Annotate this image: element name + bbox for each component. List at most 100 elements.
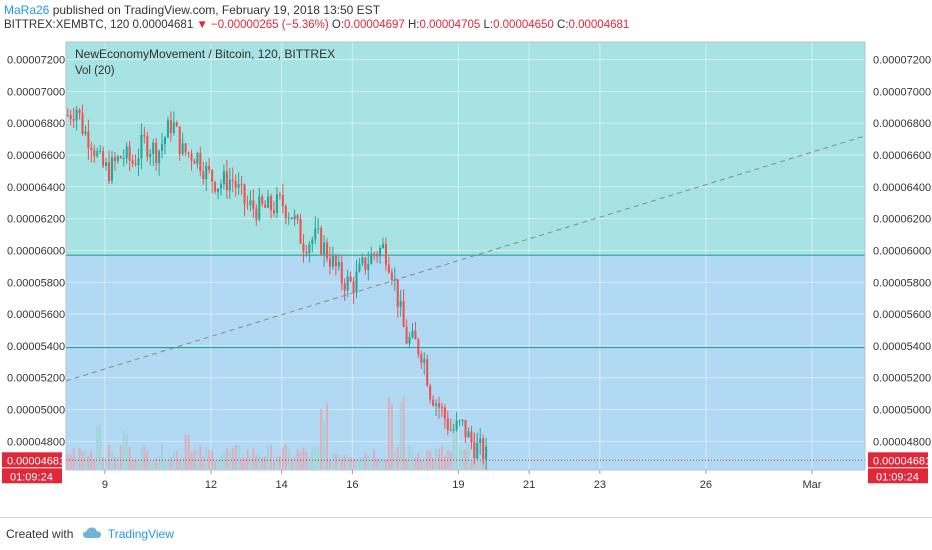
volume-bar <box>320 408 323 469</box>
y-tick-right-7: 0.00006200 <box>873 214 931 226</box>
candle-body <box>178 126 181 155</box>
volume-bar <box>208 450 211 469</box>
volume-bar <box>72 447 75 469</box>
candle-body <box>325 242 329 259</box>
symbol-label: BITTREX:XEMBTC, 120 <box>4 19 130 31</box>
volume-bar <box>175 450 178 469</box>
candle-body <box>131 160 134 164</box>
candle-body <box>155 142 158 164</box>
volume-bar <box>281 447 284 469</box>
candle-body <box>464 419 467 438</box>
candle-body <box>358 263 361 272</box>
candle-body <box>264 204 267 208</box>
candle-body <box>373 253 376 255</box>
open-value: 0.00004697 <box>344 19 405 31</box>
volume-bar <box>93 459 96 469</box>
candle-body <box>446 418 449 430</box>
candle-body <box>314 228 317 240</box>
candle-body <box>72 119 75 121</box>
volume-bar <box>440 446 443 469</box>
x-tick-label-7: 26 <box>700 479 712 491</box>
y-axis-right[interactable]: 0.00004800 0.00005000 0.00005200 0.00005400… <box>873 55 931 449</box>
last-price-tag-left <box>2 452 62 468</box>
horizontal-lines[interactable] <box>66 254 865 349</box>
candle-body <box>370 253 373 264</box>
candle-body <box>219 184 222 189</box>
candle-body <box>317 228 320 230</box>
volume-bar <box>125 433 128 469</box>
y-tick-left-8: 0.00006400 <box>7 182 65 194</box>
candle-body <box>119 156 122 159</box>
volume-bar <box>219 455 222 469</box>
y-tick-right-0: 0.00004800 <box>873 436 931 448</box>
volume-bar <box>393 451 396 469</box>
candle-body <box>346 276 349 291</box>
candle-body <box>417 339 420 354</box>
volume-bar <box>155 458 158 469</box>
candle-body <box>284 206 287 219</box>
candle-body <box>240 183 243 185</box>
volume-bar <box>314 448 317 469</box>
tradingview-brand-link[interactable]: TradingView <box>107 527 174 541</box>
volume-bar <box>352 458 355 469</box>
candle-body <box>122 158 125 160</box>
candle-body <box>429 385 432 400</box>
candle-body <box>299 218 302 244</box>
volume-bar <box>128 447 131 469</box>
volume-bar <box>278 456 281 469</box>
volume-bar <box>482 460 485 469</box>
author-link[interactable]: MaRa26 <box>4 3 50 17</box>
candle-body <box>337 262 340 267</box>
candle-body <box>393 279 396 281</box>
x-tick-label-8: Mar <box>802 479 821 491</box>
candle-body <box>66 115 69 117</box>
published-text: published on TradingView.com, February 1… <box>52 3 381 17</box>
candle-body <box>473 442 476 459</box>
candle-body <box>187 152 190 154</box>
volume-bar <box>196 449 199 469</box>
volume-bar <box>437 449 441 469</box>
footer: Created with TradingView <box>6 527 174 542</box>
candle-body <box>343 283 346 291</box>
candle-body <box>396 279 399 307</box>
volume-bar <box>184 434 187 469</box>
y-tick-left-7: 0.00006200 <box>7 214 65 226</box>
volume-bar <box>296 449 299 469</box>
volume-bar <box>87 455 90 469</box>
candle-body <box>161 144 164 151</box>
y-tick-right-12: 0.00007200 <box>873 55 931 67</box>
candle-body <box>387 264 390 273</box>
volume-bar <box>275 456 278 469</box>
volume-bar <box>214 461 217 469</box>
candle-body <box>137 158 140 166</box>
y-axis-left[interactable]: 0.00004800 0.00005000 0.00005200 0.00005400… <box>7 55 65 449</box>
candle-body <box>172 122 175 133</box>
countdown-tag-right <box>868 468 928 484</box>
volume-bar <box>261 457 264 469</box>
candle-body <box>376 254 379 257</box>
volume-bar <box>331 453 334 469</box>
x-tick-label-5: 21 <box>523 479 535 491</box>
volume-bar <box>417 453 420 469</box>
volume-bar <box>246 449 249 469</box>
y-tick-right-3: 0.00005400 <box>873 341 931 353</box>
y-tick-left-0: 0.00004800 <box>7 436 65 448</box>
volume-bar <box>78 447 81 469</box>
volume-bar <box>364 453 367 469</box>
price-chart[interactable]: 0.00004800 0.00005000 0.00005200 0.00005400… <box>0 38 932 516</box>
candle-body <box>458 420 461 422</box>
trend-line-segment <box>65 135 866 382</box>
x-axis[interactable]: 9 12 14 16 19 21 23 26 Mar <box>102 470 822 491</box>
candle-body <box>255 208 258 220</box>
volume-bar <box>399 402 402 469</box>
x-tick-label-6: 23 <box>594 479 606 491</box>
candle-body <box>402 300 405 328</box>
volume-bar <box>270 445 273 469</box>
publish-header: MaRa26 published on TradingView.com, Feb… <box>4 3 380 17</box>
candle-body <box>349 276 352 282</box>
candle-body <box>84 131 87 134</box>
candle-body <box>432 399 435 406</box>
trend-line[interactable] <box>65 135 866 461</box>
change-value: −0.00000265 (−5.36%) <box>211 19 329 31</box>
candle-body <box>149 153 152 157</box>
